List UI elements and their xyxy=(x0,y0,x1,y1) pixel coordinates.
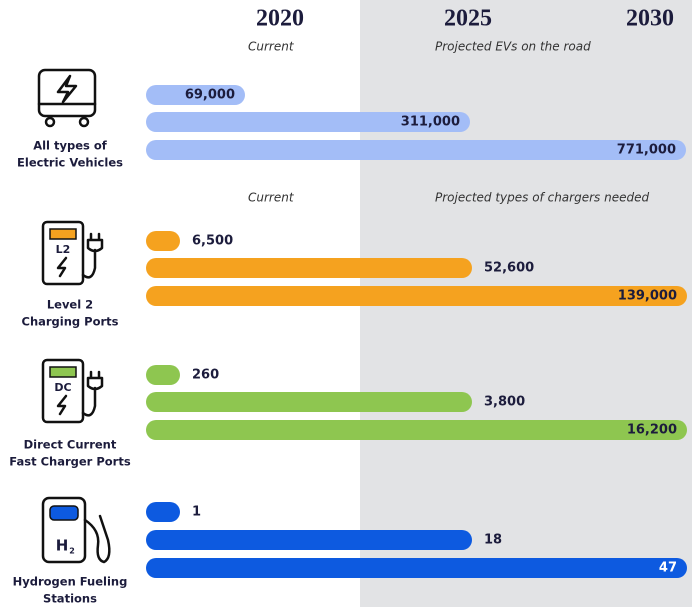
svg-text:2: 2 xyxy=(69,547,75,556)
note: Projected types of chargers needed xyxy=(435,191,649,205)
value-label: 260 xyxy=(192,368,219,383)
bar xyxy=(146,365,180,385)
bar xyxy=(146,112,470,132)
category-label: Direct Current xyxy=(24,438,117,452)
note: Current xyxy=(248,40,295,54)
value-label: 69,000 xyxy=(185,88,235,103)
category-label: Charging Ports xyxy=(22,315,119,329)
svg-text:DC: DC xyxy=(54,381,71,394)
value-label: 771,000 xyxy=(617,143,676,158)
bar xyxy=(146,420,687,440)
bar xyxy=(146,558,687,578)
dc-icon: DC xyxy=(41,358,104,424)
note: Projected EVs on the road xyxy=(435,40,591,54)
bar xyxy=(146,530,472,550)
year: 2030 xyxy=(626,6,674,32)
category-label: Stations xyxy=(43,592,97,606)
value-label: 16,200 xyxy=(627,423,677,438)
category-label: Electric Vehicles xyxy=(17,156,123,170)
svg-text:L2: L2 xyxy=(56,243,71,256)
h2-icon: H 2 xyxy=(41,496,111,564)
bar xyxy=(146,258,472,278)
bar xyxy=(146,286,687,306)
category-label: All types of xyxy=(33,139,108,153)
value-label: 47 xyxy=(659,561,677,576)
value-label: 3,800 xyxy=(484,395,525,410)
bar xyxy=(146,392,472,412)
note: Current xyxy=(248,191,295,205)
value-label: 52,600 xyxy=(484,261,534,276)
value-label: 18 xyxy=(484,533,502,548)
value-label: 311,000 xyxy=(401,115,460,130)
value-label: 6,500 xyxy=(192,234,233,249)
bar xyxy=(146,231,180,251)
bar xyxy=(146,85,245,105)
category-label: Fast Charger Ports xyxy=(9,455,131,469)
year: 2025 xyxy=(444,6,492,32)
bus-icon xyxy=(37,68,97,128)
svg-text:H: H xyxy=(56,537,69,555)
l2-icon: L2 xyxy=(41,220,104,286)
category-label: Hydrogen Fueling xyxy=(13,575,128,589)
bar xyxy=(146,502,180,522)
bar xyxy=(146,140,686,160)
value-label: 139,000 xyxy=(618,289,677,304)
value-label: 1 xyxy=(192,505,201,520)
year: 2020 xyxy=(256,6,304,32)
category-label: Level 2 xyxy=(47,298,93,312)
